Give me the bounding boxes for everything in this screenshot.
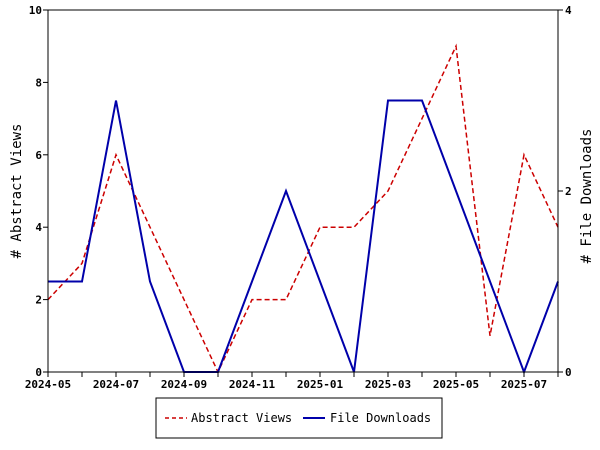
y-right-tick-label: 0 [565, 366, 572, 379]
series-line-file-downloads [48, 99, 559, 375]
plot-frame [47, 9, 559, 373]
legend-box [155, 397, 443, 439]
y-left-tick-label: 4 [35, 221, 42, 234]
y-axis-right-title: # File Downloads [579, 129, 595, 264]
y-left-tick-label: 6 [35, 149, 42, 162]
y-left-tick-label: 2 [35, 294, 42, 307]
x-tick-label: 2024-07 [93, 378, 139, 391]
y-left-tick-label: 8 [35, 76, 42, 89]
x-tick-label: 2025-05 [433, 378, 479, 391]
x-tick-label: 2025-07 [501, 378, 547, 391]
legend-label-file-downloads: File Downloads [330, 411, 431, 425]
x-tick-label: 2024-11 [229, 378, 276, 391]
y-left-tick-label: 0 [35, 366, 42, 379]
legend: Abstract Views File Downloads [155, 397, 443, 439]
axes: 2024-05 2024-07 2024-09 2024-11 2025-01 2025-… [25, 4, 572, 391]
plot-area [47, 43, 559, 375]
x-tick-label: 2024-05 [25, 378, 71, 391]
x-tick-label: 2025-03 [365, 378, 411, 391]
legend-label-abstract-views: Abstract Views [191, 411, 292, 425]
y-axis-left-title: # Abstract Views [9, 124, 25, 259]
y-left-tick-label: 10 [29, 4, 42, 17]
y-right-tick-label: 2 [565, 185, 572, 198]
series-line-abstract-views [47, 43, 559, 374]
x-tick-label: 2024-09 [161, 378, 207, 391]
y-right-tick-label: 4 [565, 4, 572, 17]
x-tick-label: 2025-01 [297, 378, 344, 391]
